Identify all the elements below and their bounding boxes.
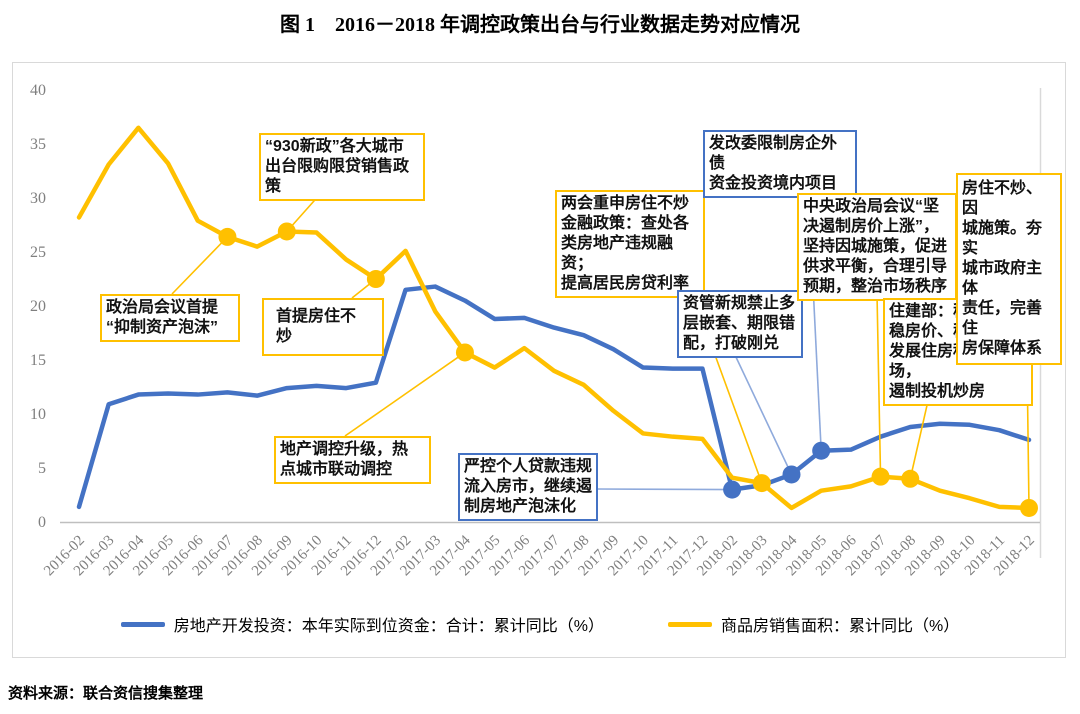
series-line-sales [76, 125, 1032, 511]
legend-label-investment: 房地产开发投资：本年实际到位资金：合计：累计同比（%） [173, 618, 604, 635]
data-marker-sales-2018-03 [752, 474, 771, 493]
y-tick-label: 30 [30, 190, 46, 207]
legend-swatch-investment [120, 621, 165, 627]
y-tick-label: 25 [30, 244, 46, 261]
leader-line-fangzhubuchao [1025, 283, 1030, 508]
data-marker-investment-2018-04 [782, 465, 801, 484]
legend-item-sales: 商品房销售面积：累计同比（%） [668, 612, 959, 636]
leader-line-diaokongshengji [344, 351, 466, 437]
data-marker-investment-2018-02 [723, 480, 742, 499]
y-tick-label: 0 [38, 514, 46, 531]
data-marker-sales-2018-07 [871, 467, 890, 486]
data-marker-sales-2016-12 [366, 270, 385, 288]
series-line-investment [76, 284, 1032, 510]
chart-legend: 房地产开发投资：本年实际到位资金：合计：累计同比（%） 商品房销售面积：累计同比… [0, 612, 1080, 636]
leader-line-yankongdaikuan [595, 488, 733, 491]
leader-line-zhujianbu [909, 378, 934, 479]
y-tick-label: 40 [30, 82, 46, 99]
leader-line-xinzheng930 [286, 173, 339, 233]
chart-title: 图 1 2016－2018 年调控政策出台与行业数据走势对应情况 [280, 14, 800, 36]
data-marker-sales-2018-08 [901, 469, 920, 488]
leader-line-fagaiwei [807, 183, 822, 451]
legend-swatch-sales [668, 621, 712, 627]
y-tick-label: 35 [30, 136, 46, 153]
data-marker-sales-2016-09 [277, 222, 296, 241]
legend-item-investment: 房地产开发投资：本年实际到位资金：合计：累计同比（%） [120, 612, 604, 636]
y-tick-label: 5 [38, 460, 46, 477]
data-marker-sales-2018-12 [1020, 498, 1038, 517]
legend-label-sales: 商品房销售面积：累计同比（%） [721, 618, 960, 635]
leader-line-ziguanxingui [734, 354, 793, 475]
leader-line-yizhipaomo [171, 236, 229, 295]
data-marker-sales-2016-07 [218, 227, 237, 246]
y-tick-label: 20 [30, 298, 46, 315]
y-tick-label: 15 [30, 352, 46, 369]
leader-line-zhongyangzhengzhiju [876, 293, 882, 477]
data-marker-investment-2018-05 [812, 441, 831, 460]
y-tick-label: 10 [30, 406, 46, 423]
source-note: 资料来源：联合资信搜集整理 [8, 686, 204, 702]
data-marker-sales-2017-04 [455, 343, 474, 362]
